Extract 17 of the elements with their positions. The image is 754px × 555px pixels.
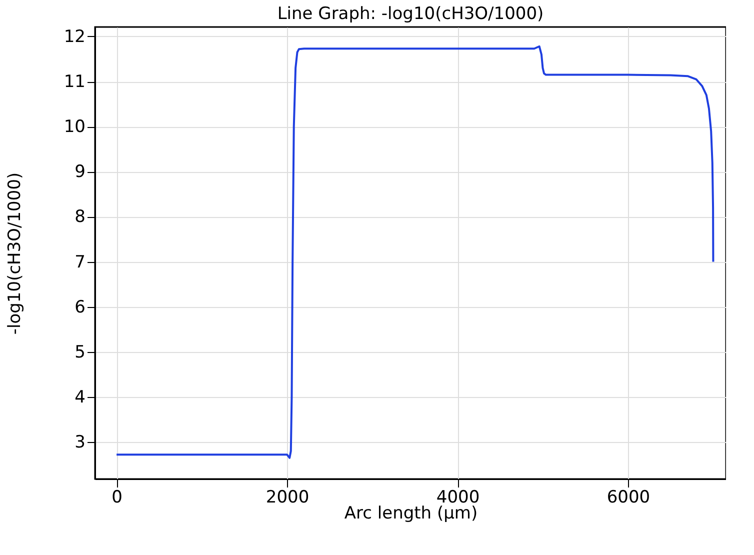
y-tick-label: 10 bbox=[64, 117, 86, 138]
y-tick-label: 3 bbox=[74, 432, 86, 453]
y-tick-label: 9 bbox=[74, 162, 86, 182]
line-series bbox=[116, 45, 714, 459]
y-axis-title: -log10(cH3O/1000) bbox=[4, 172, 25, 335]
y-tick-label: 4 bbox=[74, 387, 86, 408]
x-tick-label: 0 bbox=[112, 488, 122, 508]
x-axis-title: Arc length (µm) bbox=[344, 504, 478, 524]
x-tick-label: 2000 bbox=[266, 488, 310, 508]
y-tick-label: 12 bbox=[64, 26, 86, 47]
y-tick-label: 11 bbox=[64, 72, 86, 92]
chart-title: Line Graph: -log10(cH3O/1000) bbox=[277, 4, 544, 24]
y-tick-label: 8 bbox=[74, 207, 86, 228]
y-tick-label: 7 bbox=[74, 252, 86, 272]
y-tick-label: 6 bbox=[74, 297, 86, 318]
x-tick-label: 6000 bbox=[606, 488, 650, 508]
y-tick-label: 5 bbox=[74, 342, 86, 362]
